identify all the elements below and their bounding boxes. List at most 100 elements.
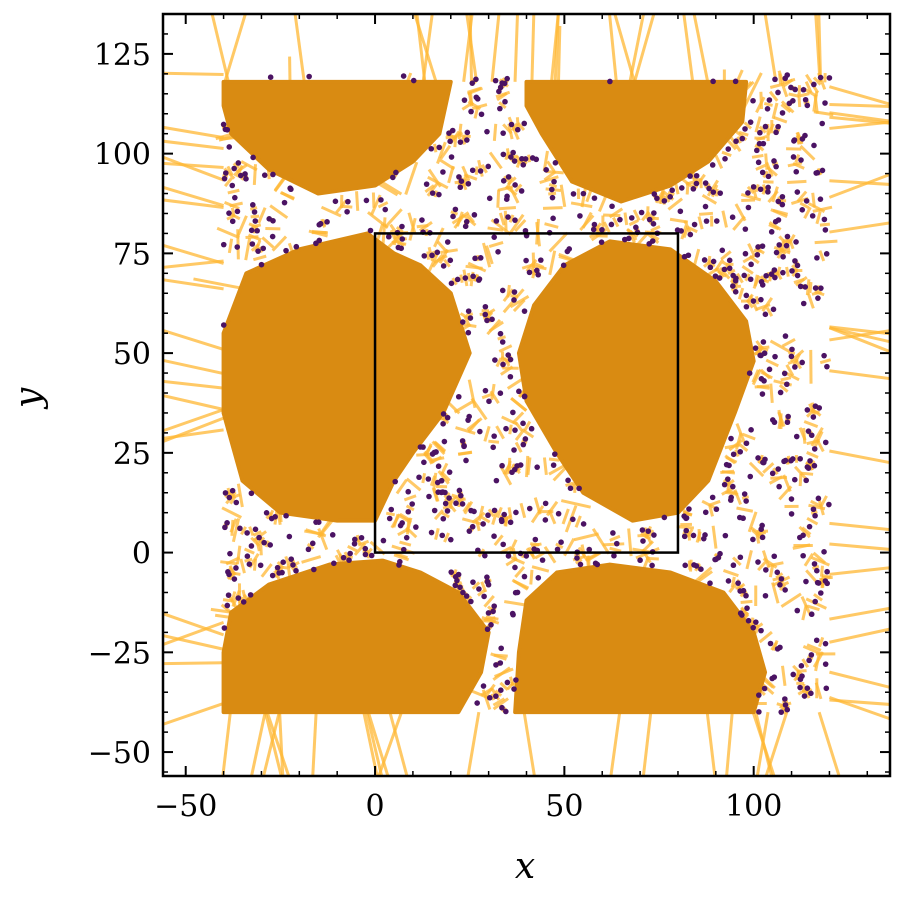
scatter-point: [688, 232, 694, 238]
scatter-point: [252, 209, 258, 215]
voronoi-edge: [532, 567, 549, 572]
voronoi-edge: [647, 206, 648, 219]
scatter-point: [745, 190, 751, 196]
voronoi-edge: [810, 282, 811, 293]
scatter-point: [230, 218, 236, 224]
scatter-point: [222, 625, 228, 631]
scatter-point: [765, 189, 771, 195]
scatter-point: [759, 376, 765, 382]
voronoi-edge: [250, 208, 257, 210]
scatter-point: [738, 554, 744, 560]
voronoi-edge: [468, 273, 470, 281]
voronoi-edge: [820, 251, 824, 261]
scatter-point: [809, 652, 815, 658]
scatter-point: [799, 207, 805, 213]
voronoi-edge: [780, 73, 781, 84]
scatter-point: [769, 229, 775, 235]
voronoi-edge: [550, 251, 555, 275]
scatter-point: [486, 398, 492, 404]
voronoi-edge: [749, 244, 755, 257]
scatter-point: [313, 241, 319, 247]
scatter-point: [826, 502, 832, 508]
scatter-point: [793, 239, 799, 245]
scatter-point: [491, 603, 497, 609]
scatter-point: [765, 106, 771, 112]
voronoi-edge: [148, 241, 224, 264]
scatter-point: [574, 555, 580, 561]
voronoi-edge: [495, 669, 513, 676]
scatter-point: [775, 90, 781, 96]
voronoi-edge: [760, 632, 772, 642]
scatter-point: [793, 169, 799, 175]
scatter-point: [792, 477, 798, 483]
voronoi-edge: [494, 124, 495, 141]
scatter-point: [234, 244, 240, 250]
voronoi-edge: [550, 233, 568, 252]
scatter-point: [426, 476, 432, 482]
scatter-point: [763, 593, 769, 599]
voronoi-edge: [545, 224, 559, 228]
scatter-point: [463, 275, 469, 281]
scatter-point: [776, 484, 782, 490]
scatter-point: [487, 695, 493, 701]
scatter-point: [505, 214, 511, 220]
scatter-point: [784, 243, 790, 249]
scatter-point: [682, 534, 688, 540]
scatter-point: [264, 510, 270, 516]
scatter-point: [231, 166, 237, 172]
scatter-point: [509, 122, 515, 128]
voronoi-edge: [312, 712, 316, 792]
scatter-point: [529, 426, 535, 432]
voronoi-edge: [431, 458, 445, 461]
scatter-point: [230, 488, 236, 494]
scatter-point: [267, 542, 273, 548]
voronoi-edge: [286, 556, 289, 564]
scatter-point: [491, 433, 497, 439]
scatter-point: [511, 297, 517, 303]
scatter-point: [489, 317, 495, 323]
scatter-point: [777, 582, 783, 588]
voronoi-edge: [610, 536, 620, 540]
voronoi-edge: [742, 266, 753, 273]
scatter-point: [651, 210, 657, 216]
voronoi-edge: [829, 451, 904, 466]
scatter-point: [466, 181, 472, 187]
scatter-point: [449, 281, 455, 287]
scatter-point: [750, 537, 756, 543]
voronoi-edge: [799, 94, 800, 107]
scatter-point: [535, 575, 541, 581]
scatter-point: [780, 254, 786, 260]
scatter-point: [708, 265, 714, 271]
scatter-point: [446, 495, 452, 501]
scatter-point: [629, 215, 635, 221]
scatter-point: [799, 360, 805, 366]
scatter-point: [226, 572, 232, 578]
scatter-point: [798, 157, 804, 163]
scatter-point: [378, 197, 384, 203]
scatter-point: [730, 214, 736, 220]
scatter-point: [399, 236, 405, 242]
scatter-point: [798, 676, 804, 682]
voronoi-edge: [797, 135, 799, 144]
scatter-point: [485, 626, 491, 632]
scatter-point: [609, 203, 615, 209]
scatter-point: [610, 530, 616, 536]
y-tick-label: −50: [88, 736, 151, 771]
voronoi-edge: [390, 712, 411, 792]
scatter-point: [686, 506, 692, 512]
scatter-point: [270, 573, 276, 579]
voronoi-edge: [549, 184, 556, 186]
scatter-point: [803, 579, 809, 585]
scatter-point: [512, 217, 518, 223]
scatter-point: [746, 205, 752, 211]
scatter-point: [226, 210, 232, 216]
scatter-point: [553, 160, 559, 166]
scatter-point: [254, 228, 260, 234]
voronoi-edge: [434, 473, 436, 487]
voronoi-edge: [766, 360, 778, 366]
scatter-point: [443, 501, 449, 507]
scatter-point: [743, 251, 749, 257]
scatter-point: [513, 510, 519, 516]
scatter-point: [433, 449, 439, 455]
